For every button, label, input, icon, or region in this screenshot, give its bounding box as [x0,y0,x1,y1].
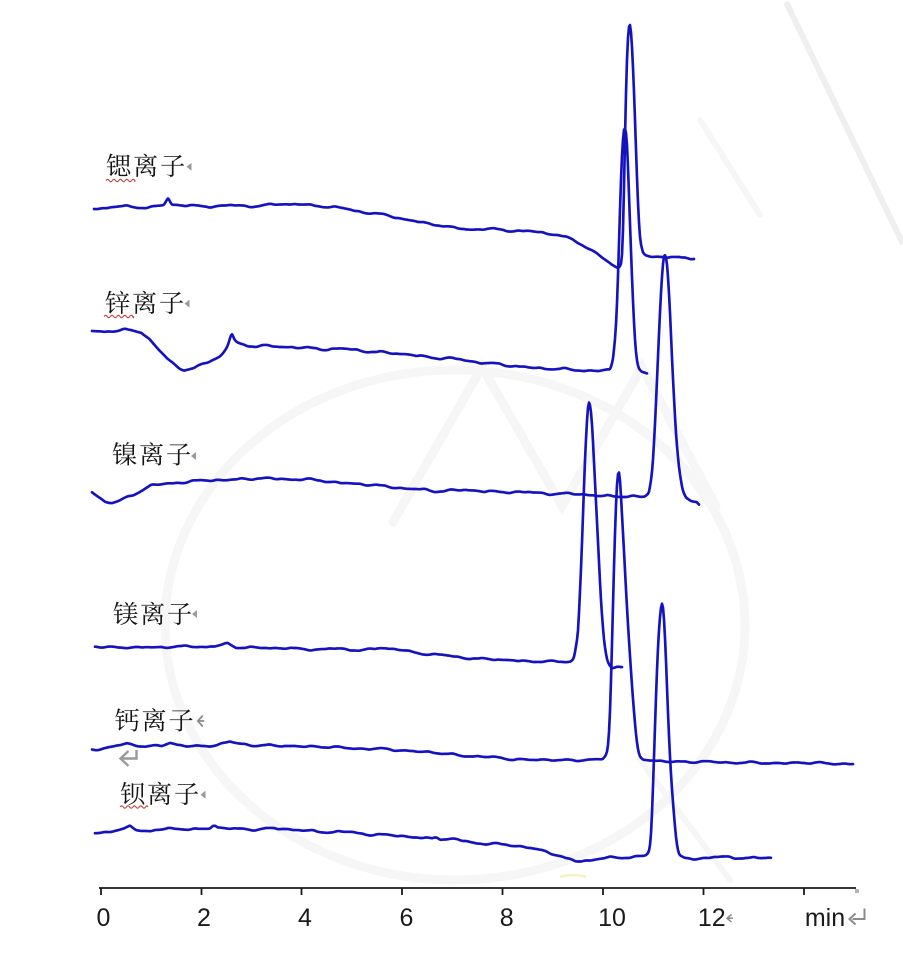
svg-text:0: 0 [97,904,111,932]
svg-text:4: 4 [298,904,312,932]
svg-text:2: 2 [197,904,211,932]
svg-text:10: 10 [598,904,626,932]
svg-text:8: 8 [500,904,514,932]
svg-text:12: 12 [698,904,726,932]
svg-text:min: min [805,904,845,932]
svg-text:6: 6 [400,904,414,932]
